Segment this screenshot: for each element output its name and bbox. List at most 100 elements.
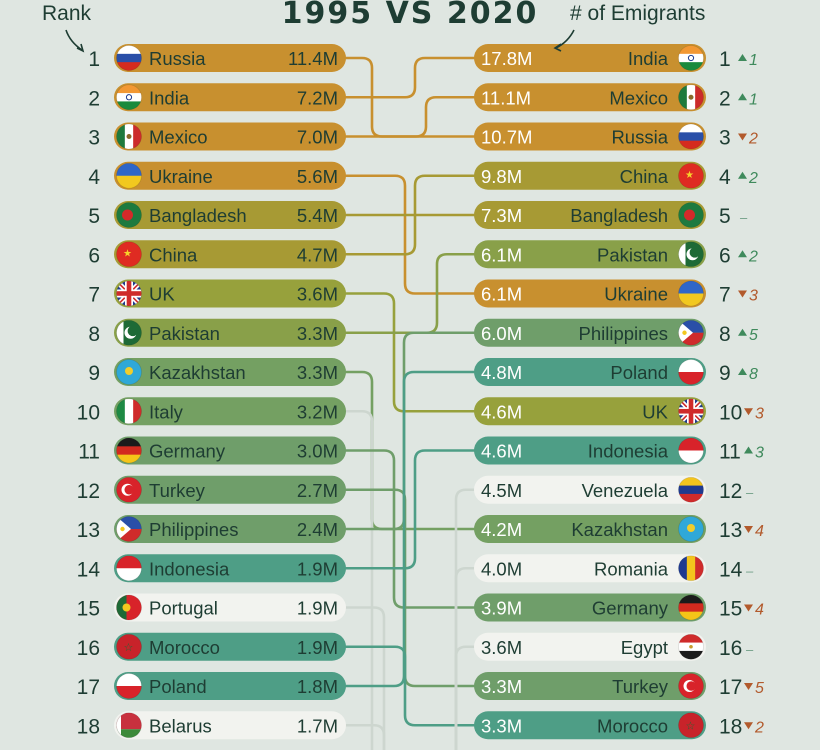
- rank-change: 2: [748, 170, 758, 187]
- right-country: Venezuela: [582, 480, 669, 501]
- left-flag-russia: [116, 45, 142, 71]
- right-country: Indonesia: [588, 441, 669, 462]
- connector-new-egypt: [454, 645, 476, 750]
- right-flag-morocco: ☆: [678, 712, 704, 739]
- left-country: Bangladesh: [149, 205, 247, 226]
- rank-change: 1: [749, 91, 758, 108]
- rank-change: –: [745, 642, 754, 657]
- left-row-uk: 7 UK 3.6M: [88, 279, 346, 308]
- right-value: 11.1M: [481, 87, 531, 108]
- left-value: 1.7M: [297, 715, 338, 736]
- left-pill: [114, 515, 346, 543]
- right-row-bangladesh: 7.3M Bangladesh 5–: [474, 201, 748, 229]
- left-rank: 7: [88, 284, 100, 307]
- right-row-romania: 4.0M Romania 14–: [474, 554, 754, 583]
- right-flag-egypt: [678, 633, 704, 660]
- right-rank: 12: [719, 480, 742, 503]
- left-row-mexico: 3 Mexico 7.0M: [88, 122, 346, 151]
- left-country: India: [149, 87, 190, 108]
- left-row-italy: 10 Italy 3.2M: [77, 397, 346, 426]
- left-country: UK: [149, 284, 175, 305]
- right-flag-indonesia: [678, 437, 704, 464]
- connector-mexico: [344, 95, 476, 138]
- left-row-poland: 17 Poland 1.8M: [77, 672, 346, 700]
- left-value: 5.6M: [297, 166, 338, 187]
- left-rank: 3: [88, 127, 100, 150]
- left-value: 7.2M: [297, 87, 338, 108]
- right-rank: 4: [719, 166, 731, 189]
- left-pill: [114, 397, 346, 426]
- connector-belarus: [344, 723, 386, 750]
- left-pill: [114, 279, 346, 308]
- right-value: 6.0M: [481, 323, 522, 344]
- left-pill: [114, 201, 346, 229]
- left-rank: 8: [88, 323, 100, 346]
- right-rank: 5: [719, 205, 731, 228]
- rank-change: 1: [749, 52, 758, 69]
- rank-up-icon: [738, 93, 747, 101]
- svg-text:★: ★: [123, 248, 132, 259]
- right-row-mexico: 11.1M Mexico 2 1: [474, 83, 758, 112]
- left-flag-italy: [116, 398, 142, 425]
- svg-text:☆: ☆: [124, 641, 134, 654]
- left-row-bangladesh: 5 Bangladesh 5.4M: [88, 201, 346, 229]
- left-flag-turkey: [116, 476, 142, 503]
- left-value: 2.4M: [297, 519, 338, 540]
- right-country: China: [620, 166, 669, 187]
- right-country: UK: [642, 401, 668, 422]
- left-pill: [114, 358, 346, 386]
- right-flag-venezuela: [678, 476, 704, 503]
- right-pill: [474, 475, 706, 504]
- left-pill: [114, 711, 346, 740]
- right-flag-ukraine: [678, 280, 704, 307]
- right-flag-philippines: [678, 319, 704, 346]
- left-flag-china: ★: [116, 241, 142, 268]
- emigrants-header: # of Emigrants: [570, 2, 706, 25]
- left-pill: [114, 318, 346, 347]
- rank-change: 5: [749, 327, 758, 344]
- right-row-kazakhstan: 4.2M Kazakhstan 13 4: [474, 515, 764, 543]
- rank-down-icon: [744, 526, 753, 533]
- rank-change: –: [745, 563, 754, 578]
- right-flag-germany: [678, 594, 704, 621]
- left-value: 3.0M: [297, 441, 338, 462]
- connector-uk: [344, 292, 476, 413]
- rank-change: –: [745, 485, 754, 500]
- right-pill: [474, 436, 706, 465]
- rank-change: –: [739, 210, 748, 225]
- right-row-china: 9.8M China ★ 4 2: [474, 161, 758, 190]
- right-row-uk: 4.6M UK 10 3: [474, 397, 764, 426]
- connector-morocco: [344, 645, 476, 727]
- connector-china: [344, 174, 476, 256]
- right-country: India: [628, 48, 669, 69]
- left-row-belarus: 18 Belarus 1.7M: [77, 711, 346, 740]
- right-value: 6.1M: [481, 244, 522, 265]
- right-country: Philippines: [579, 323, 668, 344]
- right-row-russia: 10.7M Russia 3 2: [474, 122, 758, 151]
- connector-new-venezuela: [454, 488, 476, 750]
- left-value: 5.4M: [297, 205, 338, 226]
- right-pill: [474, 279, 706, 308]
- left-row-india: 2 India 7.2M: [88, 83, 346, 112]
- right-row-turkey: 3.3M Turkey 17 5: [474, 672, 764, 700]
- right-row-indonesia: 4.6M Indonesia 11 3: [474, 436, 764, 465]
- left-rank: 1: [88, 48, 100, 71]
- right-country: Pakistan: [597, 244, 668, 265]
- right-country: Poland: [610, 362, 668, 383]
- right-flag-uk: [678, 398, 704, 425]
- svg-text:☆: ☆: [686, 719, 696, 732]
- right-flag-poland: [678, 359, 704, 385]
- left-row-indonesia: 14 Indonesia 1.9M: [77, 554, 346, 583]
- right-value: 4.6M: [481, 441, 522, 462]
- left-pill: [114, 122, 346, 151]
- right-flag-mexico: [678, 84, 704, 111]
- rank-arrowhead-icon: [76, 43, 85, 53]
- right-flag-india: [678, 45, 704, 71]
- left-country: China: [149, 244, 198, 265]
- left-flag-portugal: [116, 594, 142, 621]
- right-row-pakistan: 6.1M Pakistan 6 2: [474, 240, 758, 269]
- left-rank: 15: [77, 598, 100, 621]
- right-pill: [474, 554, 706, 583]
- rank-change: 2: [748, 131, 758, 148]
